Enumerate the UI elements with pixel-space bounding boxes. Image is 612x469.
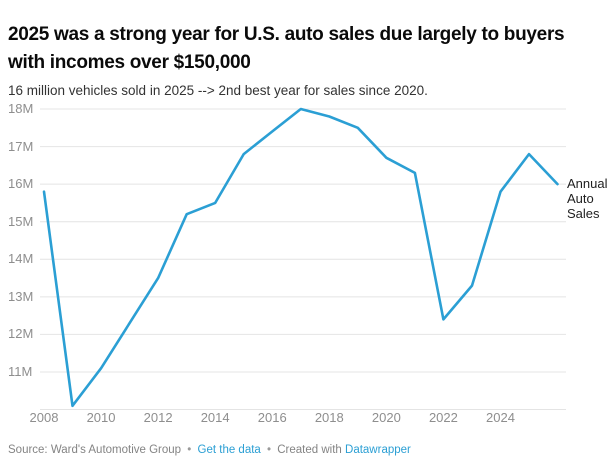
y-axis-tick-label: 11M [8, 363, 33, 379]
footer-separator: • [267, 444, 272, 456]
x-axis-tick-label: 2022 [428, 410, 458, 425]
chart-title: 2025 was a strong year for U.S. auto sal… [8, 23, 565, 73]
x-axis-tick-label: 2020 [371, 410, 401, 425]
series-label-annual-auto-sales: Annual Auto Sales [567, 176, 612, 221]
source-name: Ward's Automotive Group [50, 444, 182, 456]
created-with-text: Created with [277, 444, 346, 456]
y-axis-tick-label: 12M [8, 326, 34, 342]
datawrapper-link[interactable]: Datawrapper [345, 444, 411, 456]
x-axis-tick-label: 2024 [486, 410, 515, 425]
x-axis-tick-label: 2008 [29, 410, 59, 425]
chart-subtitle: 16 million vehicles sold in 2025 --> 2nd… [8, 82, 428, 98]
y-axis-tick-label: 14M [8, 251, 34, 267]
series-label-text: Annual Auto Sales [567, 176, 608, 221]
x-axis-tick-label: 2018 [314, 410, 344, 425]
x-axis-tick-label: 2010 [86, 410, 116, 425]
annual-auto-sales-line [42, 107, 559, 408]
x-axis-tick-label: 2016 [257, 410, 287, 425]
get-the-data-link[interactable]: Get the data [197, 444, 261, 456]
y-axis-tick-label: 16M [8, 176, 34, 192]
x-axis-tick-label: 2012 [143, 410, 173, 425]
y-axis-tick-label: 17M [8, 138, 34, 154]
chart-footer: Source: Ward's Automotive Group • Get th… [8, 443, 606, 457]
source-prefix: Source: [8, 444, 51, 456]
y-axis-tick-label: 13M [8, 288, 34, 304]
y-axis-tick-label: 15M [8, 213, 34, 229]
footer-separator: • [187, 444, 192, 456]
y-axis-tick-label: 18M [8, 101, 34, 116]
x-axis-tick-label: 2014 [200, 410, 230, 425]
